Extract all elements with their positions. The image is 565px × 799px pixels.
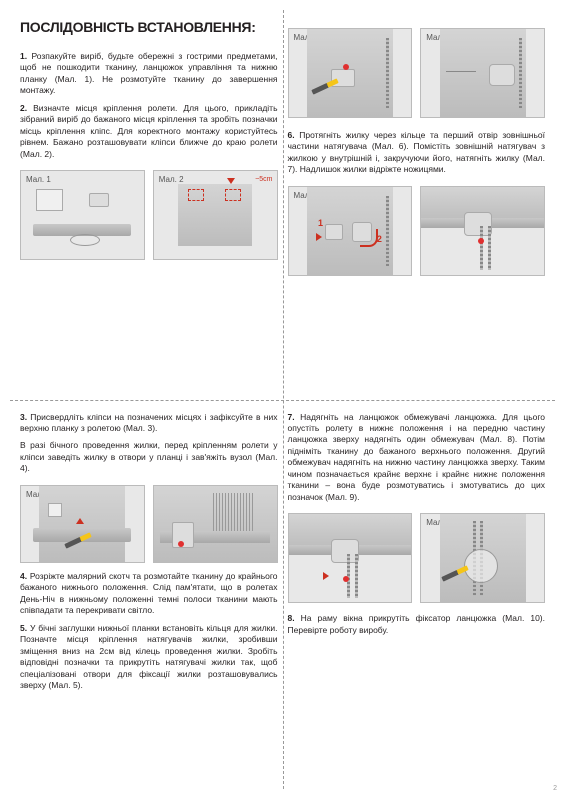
figure-row-7-8: Мал. 7 1 2 Мал. 8 bbox=[288, 186, 546, 276]
figure-3: Мал. 3 bbox=[20, 485, 145, 563]
page-title: ПОСЛІДОВНІСТЬ ВСТАНОВЛЕННЯ: bbox=[20, 18, 278, 37]
figure-4: Мал. 4 bbox=[153, 485, 278, 563]
horizontal-divider bbox=[10, 400, 555, 401]
dimension-label: ~5cm bbox=[255, 175, 272, 184]
page-number: 2 bbox=[553, 784, 557, 793]
figure-10: Мал. 10 bbox=[420, 513, 545, 603]
figure-6: Мал. 6 bbox=[420, 28, 545, 118]
step-7: 7. Надягніть на ланцюжок обмежувачі ланц… bbox=[288, 412, 546, 504]
quadrant-top-right: Мал. 5 Мал. 6 6. Протягніть bbox=[288, 18, 546, 276]
quadrant-top-left: ПОСЛІДОВНІСТЬ ВСТАНОВЛЕННЯ: 1. Розпакуйт… bbox=[20, 18, 278, 260]
figure-9: Мал. 9 bbox=[288, 513, 413, 603]
figure-2: Мал. 2 ~5cm bbox=[153, 170, 278, 260]
quadrant-bottom-right: 7. Надягніть на ланцюжок обмежувачі ланц… bbox=[288, 412, 546, 643]
step-8: 8. На раму вікна прикрутіть фіксатор лан… bbox=[288, 613, 546, 636]
step-1: 1. Розпакуйте виріб, будьте обережні з г… bbox=[20, 51, 278, 97]
figure-row-1-2: Мал. 1 Мал. 2 ~5cm bbox=[20, 170, 278, 260]
figure-row-5-6: Мал. 5 Мал. 6 bbox=[288, 28, 546, 118]
step-3b: В разі бічного проведення жилки, перед к… bbox=[20, 440, 278, 474]
figure-8: Мал. 8 bbox=[420, 186, 545, 276]
step-badge-1: 1 bbox=[318, 217, 323, 229]
step-2: 2. Визначте місця кріплення ролети. Для … bbox=[20, 103, 278, 160]
step-4: 4. Розріжте малярний скотч та розмотайте… bbox=[20, 571, 278, 617]
instruction-page: ПОСЛІДОВНІСТЬ ВСТАНОВЛЕННЯ: 1. Розпакуйт… bbox=[0, 0, 565, 799]
figure-5: Мал. 5 bbox=[288, 28, 413, 118]
step-5: 5. У бічні заглушки нижньої планки встан… bbox=[20, 623, 278, 692]
figure-7: Мал. 7 1 2 bbox=[288, 186, 413, 276]
figure-row-3-4: Мал. 3 Мал. 4 bbox=[20, 485, 278, 563]
figure-row-9-10: Мал. 9 Мал. 10 bbox=[288, 513, 546, 603]
step-3: 3. Присвердліть кліпси на позначених міс… bbox=[20, 412, 278, 435]
figure-1: Мал. 1 bbox=[20, 170, 145, 260]
step-6: 6. Протягніть жилку через кільце та перш… bbox=[288, 130, 546, 176]
quadrant-bottom-left: 3. Присвердліть кліпси на позначених міс… bbox=[20, 412, 278, 698]
